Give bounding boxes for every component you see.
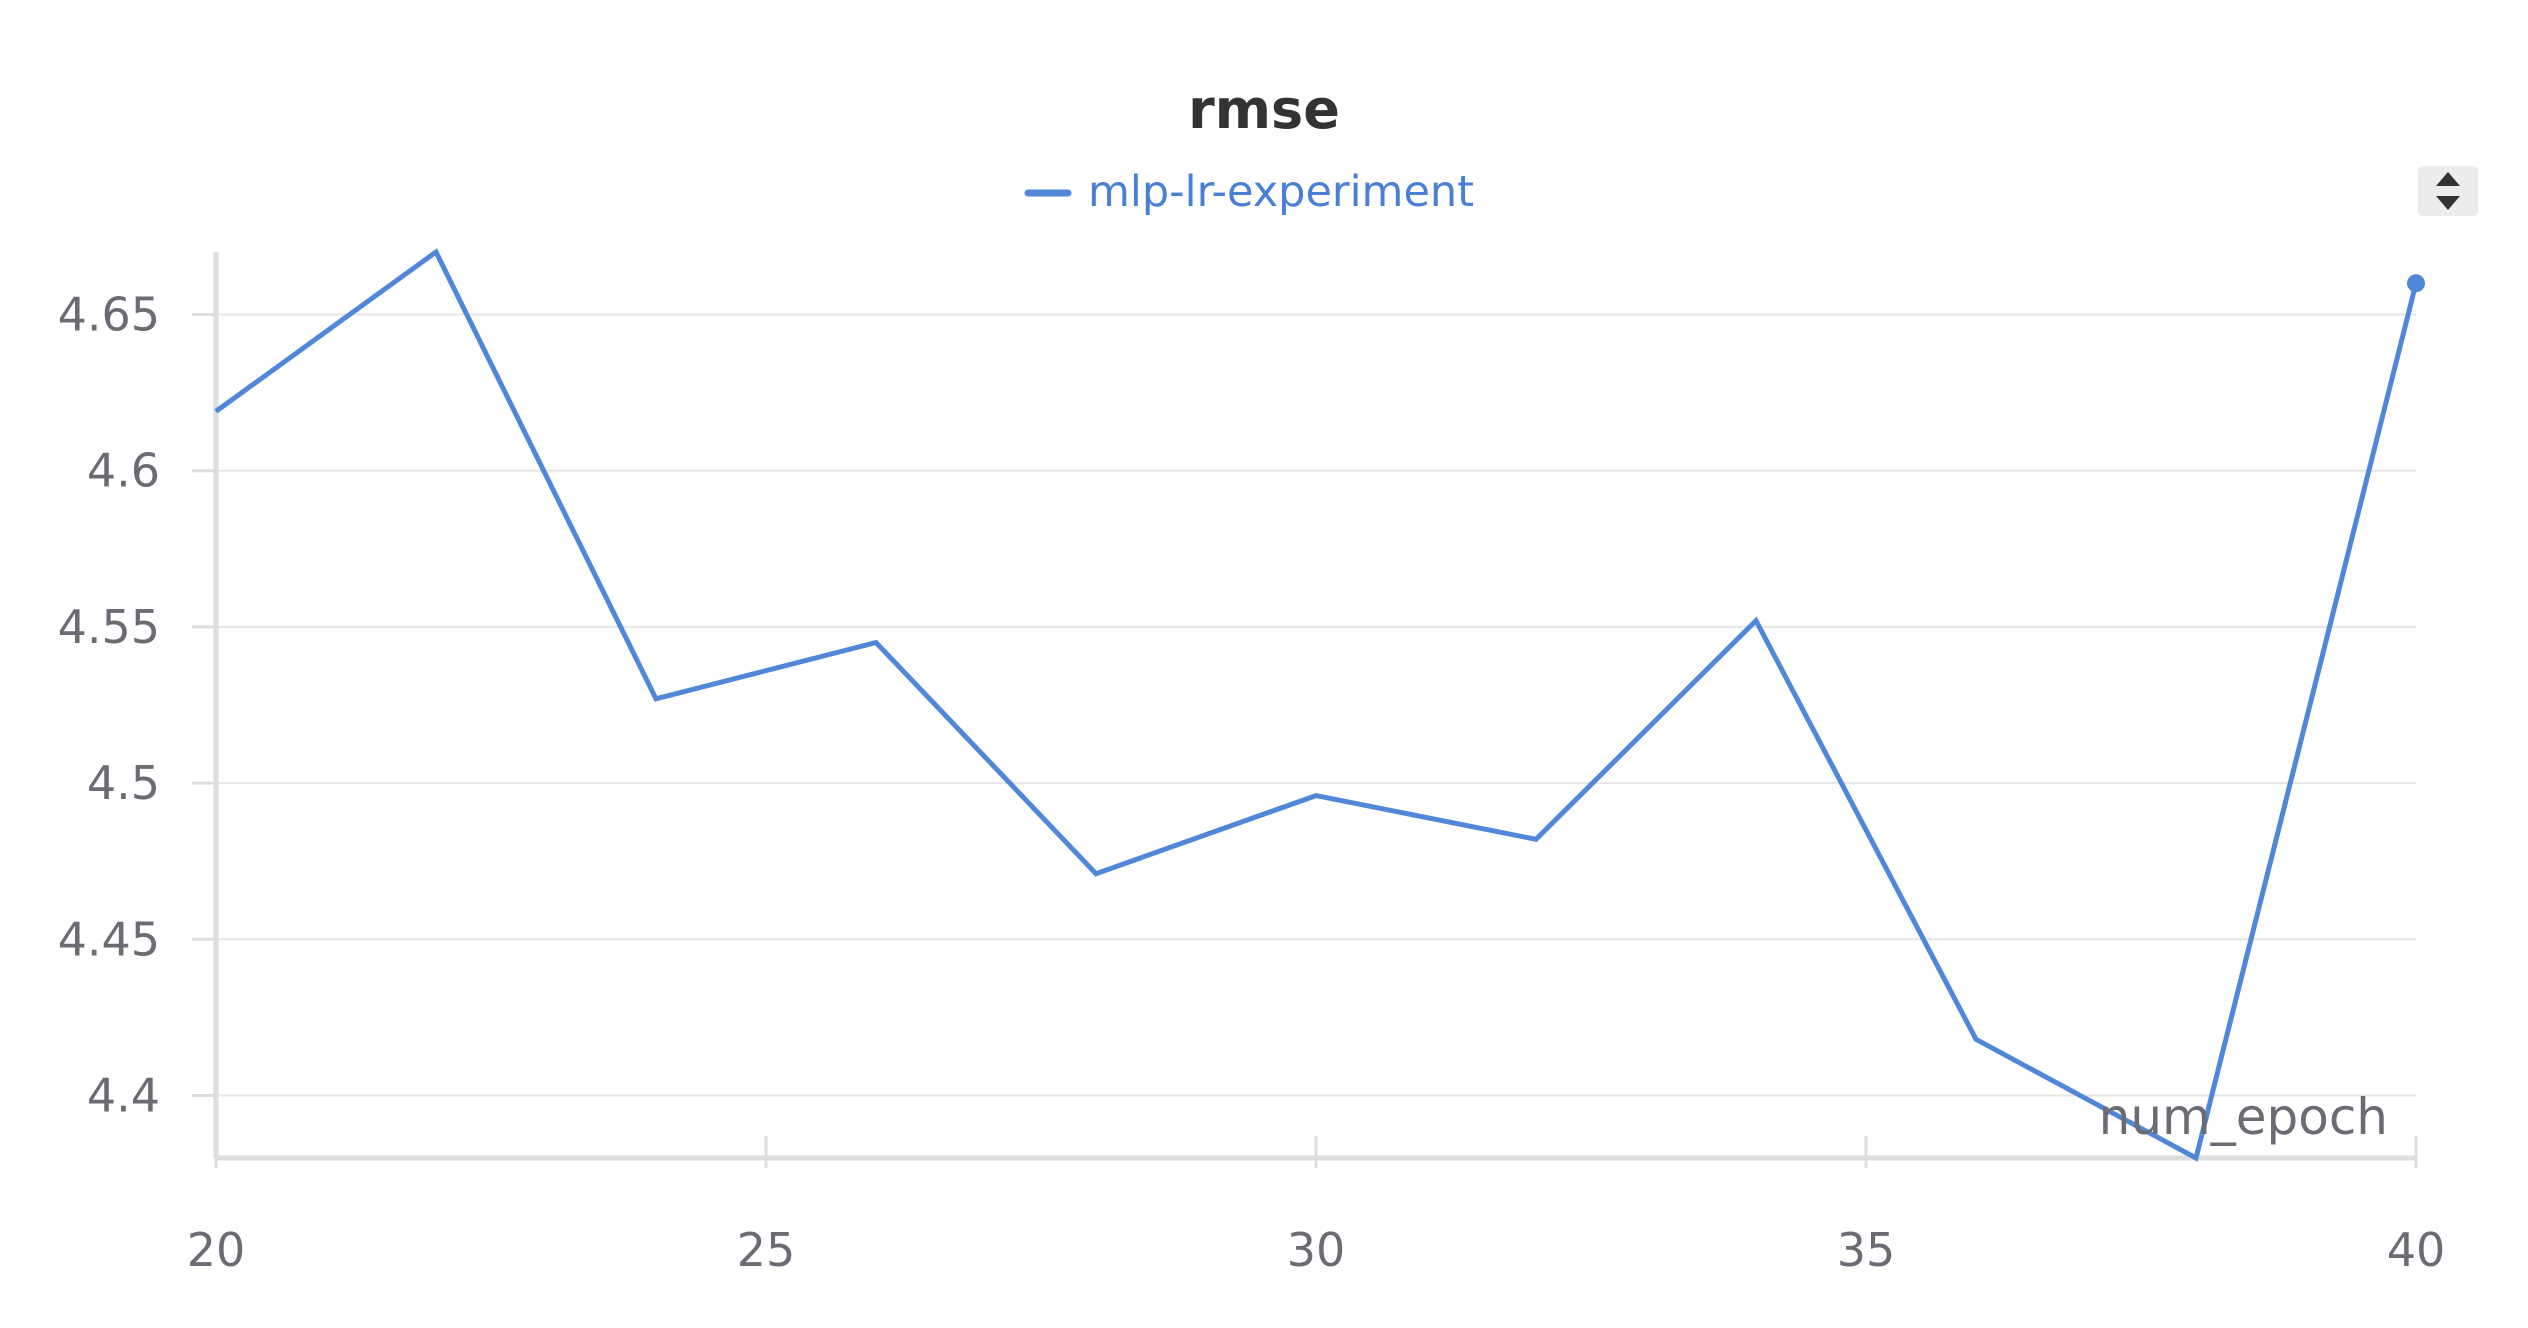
legend[interactable]: mlp-lr-experiment (1024, 167, 1474, 217)
y-tick-label: 4.55 (58, 600, 160, 654)
sort-toggle-button[interactable] (2418, 166, 2478, 216)
data-point[interactable] (655, 698, 657, 700)
labels: 4.4 4.45 4.5 4.55 4.6 4.65 20 25 30 35 40 (58, 287, 2446, 1277)
data-point[interactable] (435, 251, 437, 253)
data-point[interactable] (1535, 838, 1537, 840)
series-layer (214, 248, 2425, 1162)
x-tick-label: 25 (737, 1223, 796, 1277)
x-tick-label: 30 (1287, 1223, 1346, 1277)
y-tick-label: 4.4 (87, 1069, 160, 1123)
data-point[interactable] (1975, 1038, 1977, 1040)
data-point[interactable] (875, 642, 877, 644)
x-axis-label: num_epoch (2099, 1088, 2388, 1146)
x-tick-label: 40 (2387, 1223, 2446, 1277)
axes (192, 252, 2418, 1168)
y-tick-label: 4.45 (58, 912, 160, 966)
sort-up-down-icon (2436, 172, 2460, 210)
y-tick-label: 4.65 (58, 287, 160, 341)
data-point[interactable] (2195, 1157, 2197, 1159)
series-line-mlp-lr-experiment (214, 248, 2419, 1162)
y-tick-label: 4.5 (87, 756, 160, 810)
data-point[interactable] (1095, 873, 1097, 875)
chart-title: rmse (1188, 78, 1340, 141)
data-point[interactable] (215, 410, 217, 412)
data-point[interactable] (1755, 620, 1757, 622)
data-point[interactable] (1315, 795, 1317, 797)
data-point[interactable] (2407, 274, 2425, 293)
grid-lines (216, 313, 2416, 1097)
y-tick-label: 4.6 (87, 444, 160, 498)
x-tick-label: 20 (187, 1223, 246, 1277)
legend-series-label[interactable]: mlp-lr-experiment (1088, 167, 1474, 217)
x-tick-label: 35 (1837, 1223, 1896, 1277)
